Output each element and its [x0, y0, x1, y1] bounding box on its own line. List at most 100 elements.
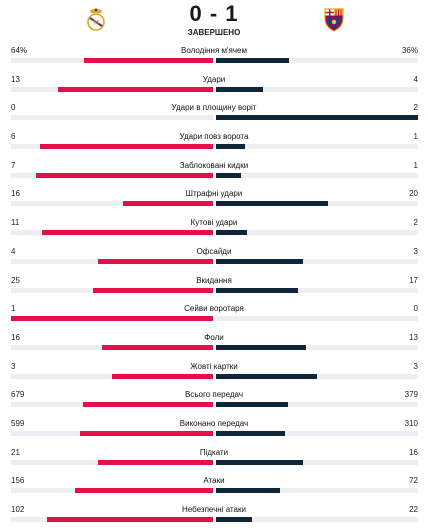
away-value: 1	[413, 160, 418, 170]
stat-row: 599 Виконано передач 310	[0, 416, 428, 445]
home-bar	[36, 172, 213, 178]
stat-row: 156 Атаки 72	[0, 473, 428, 502]
stat-label: Фоли	[204, 332, 224, 342]
away-bar	[216, 86, 264, 92]
stat-row: 25 Вкидання 17	[0, 273, 428, 302]
away-value: 17	[409, 275, 418, 285]
away-bar-track	[216, 517, 418, 522]
home-bar-track	[11, 402, 213, 408]
home-bar	[123, 201, 213, 207]
home-bar	[58, 86, 213, 92]
home-bar	[112, 373, 213, 379]
home-bar-track	[11, 488, 213, 494]
home-value: 0	[11, 103, 16, 113]
home-value: 16	[11, 189, 20, 199]
real-madrid-crest-icon[interactable]: M	[84, 6, 108, 32]
home-bar	[39, 144, 213, 150]
away-value: 20	[409, 189, 418, 199]
away-bar-track	[216, 316, 418, 322]
away-bar-track	[216, 373, 418, 379]
home-bar-track	[11, 316, 213, 322]
home-bar-track	[11, 459, 213, 465]
stat-label: Небезпечні атаки	[182, 505, 246, 514]
home-value: 11	[11, 218, 20, 228]
away-bar-track	[216, 430, 418, 436]
home-bar-track	[11, 287, 213, 293]
stat-row: 4 Офсайди 3	[0, 244, 428, 273]
away-value: 72	[409, 476, 418, 486]
home-value: 64%	[11, 46, 28, 55]
home-bar-track	[11, 373, 213, 379]
stat-label: Вкидання	[196, 275, 232, 285]
away-bar-track	[216, 201, 418, 207]
home-bar	[92, 287, 213, 293]
stat-label: Володіння м'ячем	[181, 46, 247, 55]
away-bar	[216, 172, 242, 178]
home-value: 7	[11, 160, 16, 170]
stat-label: Жовті картки	[190, 361, 238, 371]
away-value: 13	[409, 332, 418, 342]
home-bar-track	[11, 430, 213, 436]
home-bar-track	[11, 258, 213, 264]
away-bar	[216, 517, 252, 522]
stat-row: 64% Володіння м'ячем 36%	[0, 43, 428, 72]
stat-row: 11 Кутові удари 2	[0, 215, 428, 244]
stat-label: Заблоковані кидки	[179, 160, 249, 170]
away-bar	[216, 402, 289, 408]
match-header: M 0 - 1 ЗАВЕРШЕНО	[0, 0, 428, 42]
away-bar-track	[216, 287, 418, 293]
home-value: 599	[11, 418, 25, 428]
away-bar	[216, 459, 304, 465]
away-bar	[216, 115, 418, 121]
home-bar	[79, 430, 213, 436]
stat-row: 7 Заблоковані кидки 1	[0, 158, 428, 187]
stat-row: 102 Небезпечні атаки 22	[0, 502, 428, 531]
home-bar-track	[11, 58, 213, 63]
home-bar-track	[11, 144, 213, 150]
home-value: 21	[11, 447, 20, 457]
svg-text:M: M	[93, 19, 99, 27]
match-score: 0 - 1	[189, 1, 239, 26]
away-bar-track	[216, 459, 418, 465]
home-bar-track	[11, 517, 213, 522]
stat-label: Всього передач	[185, 390, 243, 400]
home-value: 679	[11, 390, 25, 400]
stat-row: 6 Удари повз ворота 1	[0, 129, 428, 158]
home-bar-track	[11, 115, 213, 121]
stat-label: Атаки	[203, 476, 225, 486]
stat-row: 16 Фоли 13	[0, 330, 428, 359]
away-bar-track	[216, 402, 418, 408]
home-bar	[83, 58, 213, 63]
away-value: 3	[413, 246, 418, 256]
away-value: 379	[404, 390, 418, 400]
away-value: 4	[413, 74, 418, 84]
fc-barcelona-crest-icon[interactable]	[322, 6, 346, 32]
home-bar-track	[11, 172, 213, 178]
stat-row: 13 Удари 4	[0, 72, 428, 101]
away-bar-track	[216, 172, 418, 178]
home-bar	[98, 459, 213, 465]
away-value: 22	[409, 505, 418, 514]
away-bar-track	[216, 144, 418, 150]
stat-row: 21 Підкати 16	[0, 445, 428, 474]
away-bar	[216, 201, 329, 207]
home-value: 3	[11, 361, 16, 371]
away-bar-track	[216, 258, 418, 264]
away-value: 2	[413, 103, 418, 113]
away-value: 16	[409, 447, 418, 457]
home-bar-track	[11, 344, 213, 350]
away-value: 36%	[401, 46, 418, 55]
home-bar-track	[11, 201, 213, 207]
stat-label: Удари в площину воріт	[171, 103, 257, 113]
home-bar-track	[11, 86, 213, 92]
stat-row: 0 Удари в площину воріт 2	[0, 100, 428, 129]
away-bar	[216, 430, 285, 436]
away-value: 0	[413, 304, 418, 314]
away-bar	[216, 144, 245, 150]
home-bar	[74, 488, 213, 494]
stat-row: 679 Всього передач 379	[0, 387, 428, 416]
home-bar	[11, 316, 213, 322]
stat-label: Удари повз ворота	[179, 132, 249, 142]
home-value: 156	[11, 476, 25, 486]
home-value: 6	[11, 132, 16, 142]
